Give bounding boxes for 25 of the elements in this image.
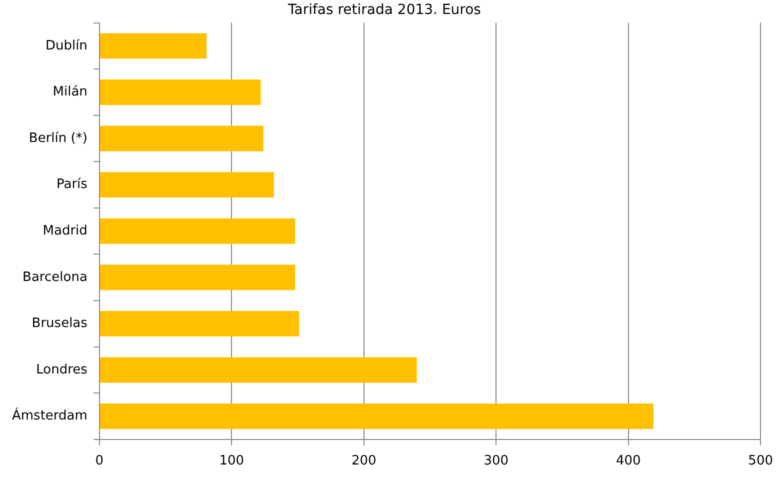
y-tick-label: Dublín [45,38,88,54]
bar [100,404,654,429]
bar [100,264,296,290]
bar [100,218,296,244]
x-tick-label: 100 [219,454,244,469]
bar [100,126,264,152]
y-tick-label: Barcelona [22,270,88,285]
bar [100,310,300,336]
bar [100,33,207,59]
x-tick-label: 200 [351,454,376,469]
y-tick-label: Milán [52,84,88,100]
y-tick-label: París [56,177,88,192]
x-tick-label: 0 [95,454,104,469]
bar [100,80,261,105]
y-tick-label: Berlín (*) [28,130,88,146]
y-tick-label: Bruselas [32,316,88,332]
y-tick-label: Madrid [42,223,88,238]
x-tick-label: 500 [748,454,774,469]
chart-title: Tarifas retirada 2013. Euros [287,2,481,18]
x-tick-label: 400 [616,454,641,469]
x-tick-label: 300 [484,454,509,469]
y-tick-label: Londres [36,362,88,378]
bar [100,357,417,383]
bar [100,172,274,198]
y-tick-label: Ámsterdam [12,406,88,424]
